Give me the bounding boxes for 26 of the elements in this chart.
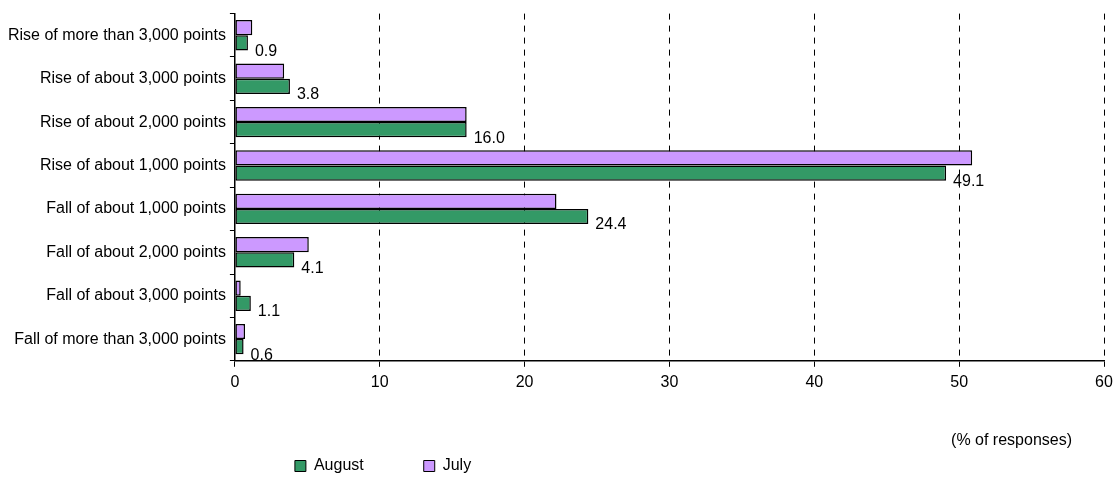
data-label: 24.4 (595, 215, 627, 233)
data-label: 3.8 (296, 85, 320, 103)
data-label: 0.6 (250, 345, 273, 363)
y-tick-label: Rise of about 3,000 points (40, 69, 226, 87)
data-label: 4.1 (301, 258, 324, 276)
y-tick-label: Rise of about 1,000 points (40, 155, 226, 173)
x-tick-label: 0 (230, 372, 240, 390)
x-tick-label: 40 (805, 372, 824, 390)
y-tick-label: Fall of about 2,000 points (46, 242, 226, 260)
y-tick-label: Fall of more than 3,000 points (14, 329, 226, 347)
x-tick-label: 20 (515, 372, 534, 390)
x-tick-label: 60 (1095, 372, 1113, 390)
legend-label: July (442, 456, 472, 474)
x-tick-label: 10 (370, 372, 389, 390)
data-label: 0.9 (254, 41, 278, 59)
y-tick-label: Rise of about 2,000 points (40, 112, 226, 130)
y-tick-label: Fall of about 1,000 points (46, 199, 226, 217)
y-tick-label: Fall of about 3,000 points (46, 286, 226, 304)
data-label: 16.0 (473, 128, 505, 146)
x-tick-label: 50 (950, 372, 969, 390)
x-tick-label: 30 (660, 372, 679, 390)
y-tick-label: Rise of more than 3,000 points (8, 25, 226, 43)
legend-label: August (313, 456, 365, 474)
data-label: 1.1 (257, 302, 281, 320)
data-label: 49.1 (953, 172, 985, 190)
x-axis-title: (% of responses) (951, 431, 1072, 449)
